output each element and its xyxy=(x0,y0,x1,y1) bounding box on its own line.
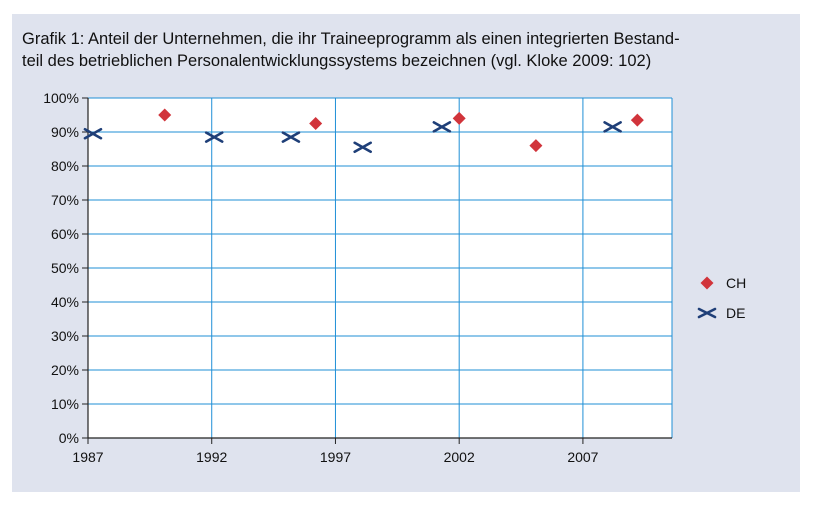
x-tick-label: 1987 xyxy=(72,449,103,465)
y-tick-label: 80% xyxy=(51,158,79,174)
data-point-ch xyxy=(630,113,644,127)
legend-item-ch: CH xyxy=(696,268,746,298)
data-point-de xyxy=(204,131,224,143)
x-tick-label: 1992 xyxy=(196,449,227,465)
legend-label-ch: CH xyxy=(726,275,747,291)
chart-title-line-1: Grafik 1: Anteil der Unternehmen, die ih… xyxy=(22,30,680,48)
chart-title-line-2: teil des betrieblichen Personalentwicklu… xyxy=(22,52,652,70)
data-point-de xyxy=(603,121,622,133)
chart-panel: Grafik 1: Anteil der Unternehmen, die ih… xyxy=(12,14,800,492)
y-tick-label: 0% xyxy=(59,430,79,446)
data-point-de xyxy=(281,131,301,143)
y-tick-label: 100% xyxy=(43,90,79,106)
data-point-ch xyxy=(158,108,172,122)
data-point-ch xyxy=(309,117,323,130)
scatter-plot: 0% 10% 20% 30% 40% 50% 60% 70% 80% 90% 100% 1987 199… xyxy=(43,90,673,465)
data-point-ch xyxy=(452,111,466,125)
y-tick-label: 90% xyxy=(51,124,79,140)
data-point-de xyxy=(353,141,372,154)
y-tick-label: 40% xyxy=(51,294,79,310)
data-point-de xyxy=(83,127,103,140)
legend-label-de: DE xyxy=(726,305,746,321)
cross-marker-icon xyxy=(697,307,717,319)
diamond-marker-icon xyxy=(700,276,714,290)
legend-item-de: DE xyxy=(696,298,746,328)
chart-title: Grafik 1: Anteil der Unternehmen, die ih… xyxy=(22,28,792,72)
data-point-de xyxy=(432,121,452,133)
y-tick-label: 30% xyxy=(51,328,79,344)
x-tick-label: 1997 xyxy=(320,449,351,465)
y-tick-label: 70% xyxy=(51,192,79,208)
y-tick-label: 10% xyxy=(51,396,79,412)
data-point-ch xyxy=(529,139,543,153)
y-tick-label: 50% xyxy=(51,260,79,276)
y-tick-label: 20% xyxy=(51,362,79,378)
legend: CH DE xyxy=(696,268,746,328)
x-tick-label: 2007 xyxy=(567,449,598,465)
x-tick-label: 2002 xyxy=(444,449,475,465)
y-tick-label: 60% xyxy=(51,226,79,242)
